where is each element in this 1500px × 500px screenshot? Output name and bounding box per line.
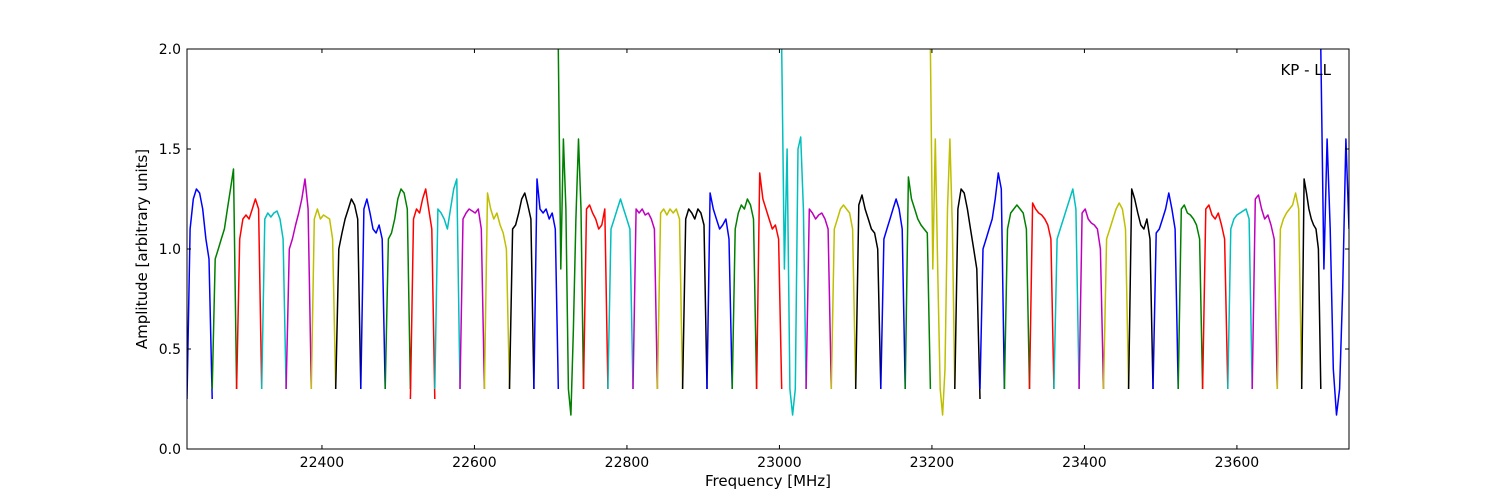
- y-tick-label: 1.0: [159, 242, 181, 258]
- series-segment-41: [1201, 204, 1229, 390]
- x-tick-label: 22400: [300, 455, 345, 471]
- series-segment-29: [904, 176, 932, 390]
- series-segment-42: [1227, 208, 1253, 390]
- series-segment-12: [483, 192, 511, 390]
- series-segment-36: [1078, 208, 1105, 390]
- annotation-label: KP - LL: [1280, 61, 1331, 79]
- series-segment-1: [211, 168, 238, 390]
- series-segment-18: [632, 208, 659, 390]
- series-segment-11: [459, 208, 486, 390]
- series-segment-5: [310, 208, 337, 390]
- series-segment-4: [285, 178, 313, 390]
- series-segment-31: [954, 188, 981, 400]
- series-segment-26: [830, 204, 857, 390]
- series-segment-16: [582, 204, 609, 390]
- series-segment-20: [681, 208, 708, 390]
- series-segment-14: [533, 178, 560, 390]
- series-segment-8: [384, 188, 412, 390]
- series-segment-32: [979, 172, 1006, 390]
- series-segment-15: [557, 49, 585, 416]
- series-segment-9: [409, 188, 436, 400]
- x-tick-label: 23000: [757, 455, 802, 471]
- y-tick-label: 0.0: [159, 442, 181, 458]
- y-axis-label: Amplitude [arbitrary units]: [133, 149, 151, 349]
- x-axis-label: Frequency [MHz]: [705, 472, 831, 490]
- series-segment-46: [1320, 49, 1349, 416]
- x-tick-label: 22800: [605, 455, 650, 471]
- y-tick-label: 2.0: [159, 42, 181, 58]
- y-tick-label: 1.5: [159, 142, 181, 158]
- series-segment-2: [235, 198, 263, 390]
- x-tick-label: 22600: [452, 455, 497, 471]
- x-tick-label: 23400: [1062, 455, 1107, 471]
- x-tick-label: 23600: [1215, 455, 1260, 471]
- series-segment-43: [1251, 194, 1279, 390]
- series-segment-33: [1003, 204, 1031, 390]
- series-segment-0: [187, 188, 213, 400]
- series-segment-21: [706, 192, 733, 390]
- series-segment-27: [854, 194, 882, 390]
- series-segment-10: [434, 178, 461, 390]
- series-segment-44: [1276, 192, 1303, 390]
- series-segment-37: [1102, 202, 1130, 390]
- series-segment-23: [755, 172, 783, 390]
- series-segment-3: [260, 210, 287, 390]
- series-segment-13: [508, 192, 535, 390]
- series-segment-40: [1177, 204, 1204, 390]
- series-segment-35: [1053, 188, 1080, 390]
- series-segment-45: [1300, 178, 1322, 390]
- series-segment-6: [334, 198, 362, 390]
- ticks-layer: 22400 22600 22800 23000 23200 23400 23600 0.0 0.…: [159, 42, 1349, 471]
- series-segment-19: [656, 208, 684, 390]
- series-segment-24: [780, 49, 807, 416]
- y-tick-label: 0.5: [159, 342, 181, 358]
- series-segment-22: [731, 198, 758, 390]
- x-tick-label: 23200: [910, 455, 955, 471]
- series-segment-34: [1028, 202, 1055, 390]
- series-segment-28: [880, 198, 906, 390]
- series-segment-7: [360, 198, 386, 390]
- series-segment-30: [929, 49, 956, 416]
- series-segment-17: [607, 198, 634, 390]
- series-segment-38: [1127, 188, 1154, 390]
- series-segment-25: [805, 208, 833, 390]
- series-layer: [187, 49, 1349, 416]
- series-segment-39: [1152, 192, 1179, 390]
